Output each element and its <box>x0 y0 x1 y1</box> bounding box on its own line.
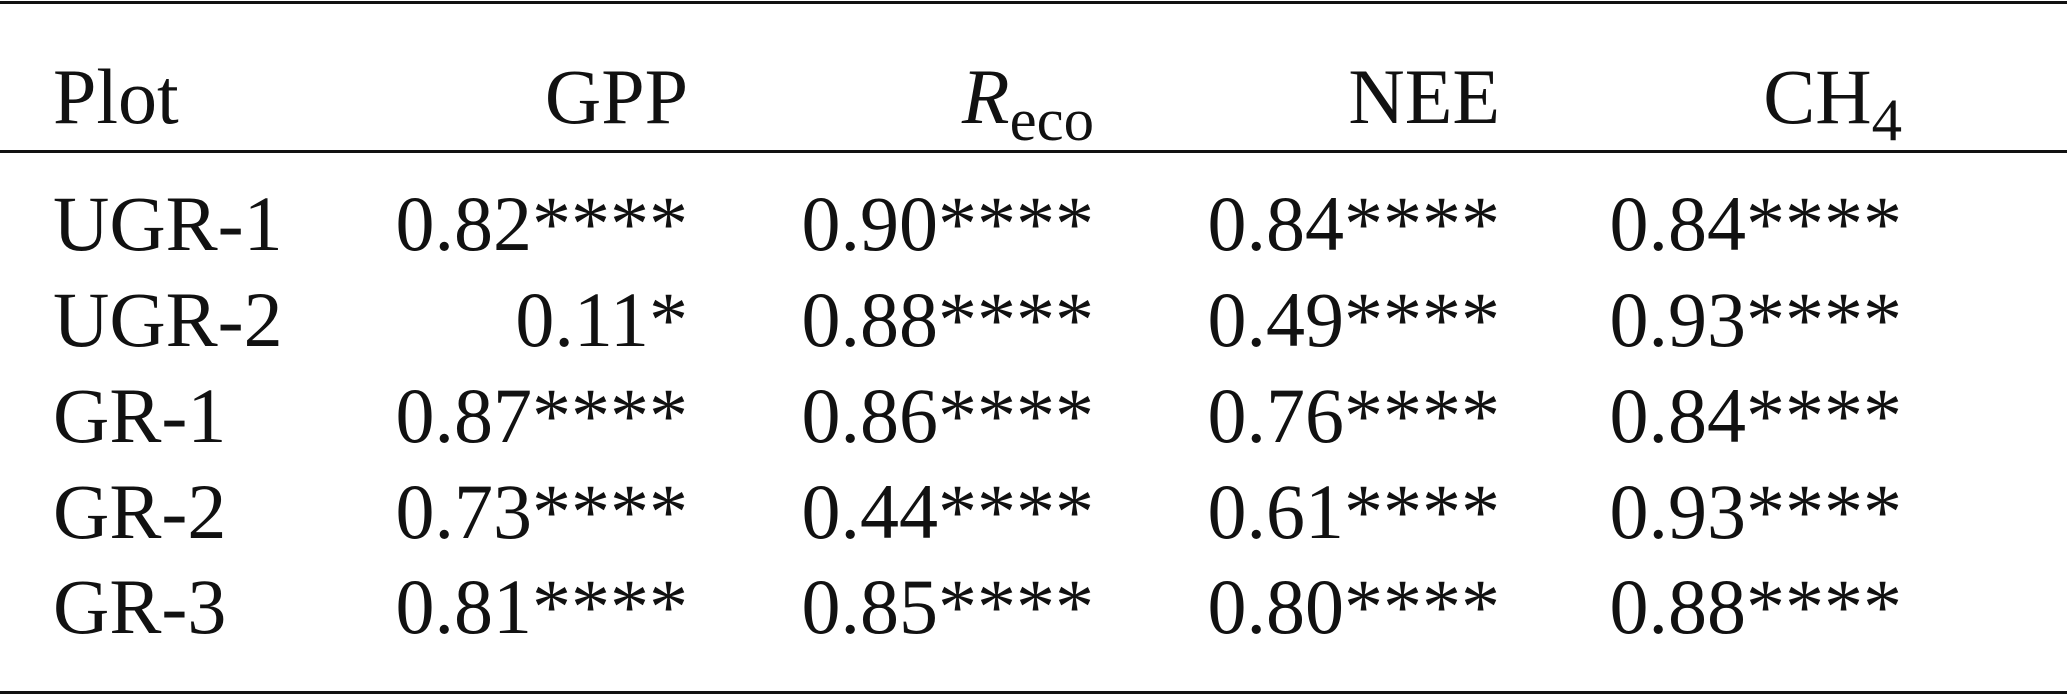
header-text: Plot <box>53 53 179 140</box>
header-cell: CH4 <box>1763 58 1902 151</box>
header-cell: Plot <box>53 58 179 136</box>
top-rule <box>0 1 2067 4</box>
header-text: R <box>961 53 1010 140</box>
value-cell: 0.80**** <box>1207 563 1501 650</box>
value-cell: 0.93**** <box>1609 276 1903 363</box>
value-cell: 0.76**** <box>1207 372 1501 459</box>
value-cell: 0.81**** <box>395 563 689 650</box>
value-cell: 0.84**** <box>1609 180 1903 267</box>
value-cell: 0.84**** <box>1207 180 1501 267</box>
header-cell: Reco <box>962 58 1094 151</box>
header-subscript: 4 <box>1871 87 1902 155</box>
value-cell: 0.11* <box>515 276 688 363</box>
value-cell: 0.61**** <box>1207 468 1501 555</box>
plot-label: GR-3 <box>53 563 227 650</box>
value-cell: 0.88**** <box>801 276 1095 363</box>
value-cell: 0.82**** <box>395 180 689 267</box>
header-rule <box>0 150 2067 153</box>
plot-label: GR-2 <box>53 468 227 555</box>
value-cell: 0.85**** <box>801 563 1095 650</box>
bottom-rule <box>0 691 2067 694</box>
header-text: CH <box>1763 53 1872 140</box>
header-cell: NEE <box>1348 58 1500 136</box>
value-cell: 0.73**** <box>395 468 689 555</box>
plot-label: UGR-1 <box>53 180 283 267</box>
value-cell: 0.90**** <box>801 180 1095 267</box>
plot-label: UGR-2 <box>53 276 283 363</box>
value-cell: 0.88**** <box>1609 563 1903 650</box>
value-cell: 0.86**** <box>801 372 1095 459</box>
value-cell: 0.93**** <box>1609 468 1903 555</box>
value-cell: 0.44**** <box>801 468 1095 555</box>
plot-label: GR-1 <box>53 372 227 459</box>
value-cell: 0.49**** <box>1207 276 1501 363</box>
value-cell: 0.87**** <box>395 372 689 459</box>
header-text: GPP <box>544 53 688 140</box>
value-cell: 0.84**** <box>1609 372 1903 459</box>
header-text: NEE <box>1348 53 1500 140</box>
header-subscript: eco <box>1009 87 1094 155</box>
header-cell: GPP <box>545 58 688 136</box>
